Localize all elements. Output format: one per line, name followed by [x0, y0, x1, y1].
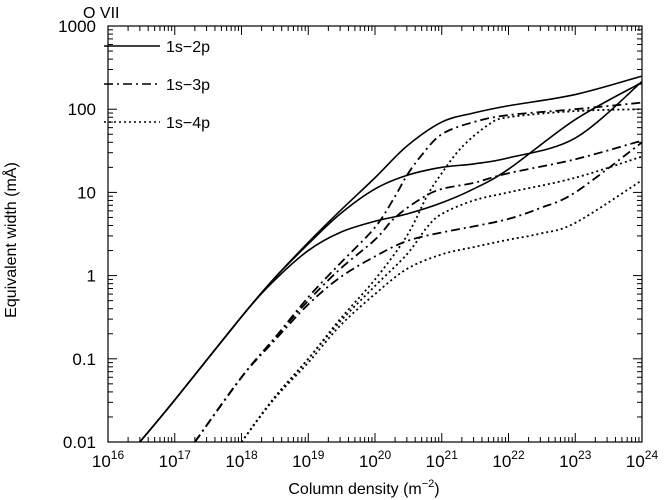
legend-label: 1s−3p: [166, 77, 210, 94]
panel-title: O VII: [83, 5, 119, 22]
curve-1s-3p-4: [194, 101, 643, 443]
legend-label: 1s−2p: [166, 39, 210, 56]
y-tick-label: 1: [87, 267, 96, 286]
x-tick-label: 1023: [559, 448, 592, 471]
y-tick-label: 10: [77, 183, 96, 202]
y-tick-label: 0.1: [72, 350, 96, 369]
x-tick-exponent: 17: [178, 448, 192, 462]
x-tick-label: 1019: [292, 448, 325, 471]
x-tick-exponent: 16: [111, 448, 125, 462]
x-tick-label: 1024: [626, 448, 659, 471]
x-tick-exponent: 18: [244, 448, 258, 462]
curve-1s-4p-9: [240, 179, 643, 443]
x-tick-base: 10: [359, 452, 378, 471]
x-tick-base: 10: [492, 452, 511, 471]
curves: [139, 75, 643, 443]
x-tick-base: 10: [92, 452, 111, 471]
axis-ticks: [107, 25, 643, 443]
curve-1s-2p-3: [139, 81, 643, 443]
x-tick-base: 10: [292, 452, 311, 471]
x-axis-title-close: ): [434, 481, 439, 498]
x-tick-label: 1018: [225, 448, 258, 471]
curve-1s-3p-6: [194, 141, 643, 443]
x-tick-exponent: 20: [378, 448, 392, 462]
x-tick-exponent: 21: [445, 448, 459, 462]
x-tick-base: 10: [559, 452, 578, 471]
x-tick-label: 1017: [159, 448, 192, 471]
legend-label: 1s−4p: [166, 115, 210, 132]
y-tick-label: 100: [68, 100, 96, 119]
x-axis-title: Column density (m−2): [288, 478, 439, 498]
x-tick-exponent: 24: [645, 448, 659, 462]
x-axis-title-text: Column density (m: [288, 481, 421, 498]
curve-1s-2p-2: [139, 80, 643, 443]
legend: 1s−2p 1s−3p 1s−4p: [104, 39, 210, 132]
y-axis-title: Equivalent width (mÅ): [1, 162, 20, 318]
x-tick-base: 10: [626, 452, 645, 471]
x-tick-exponent: 19: [311, 448, 325, 462]
x-tick-label: 1016: [92, 448, 125, 471]
x-tick-base: 10: [159, 452, 178, 471]
x-tick-label: 1021: [426, 448, 459, 471]
x-tick-exponent: 23: [578, 448, 592, 462]
tick-labels: 1016 1017 1018 1019 1020 1021 1022 1023 10240.01…: [58, 17, 658, 471]
curve-1s-4p-7: [240, 108, 643, 443]
x-tick-label: 1022: [492, 448, 525, 471]
curve-1s-4p-8: [240, 155, 643, 443]
x-tick-base: 10: [426, 452, 445, 471]
x-tick-exponent: 22: [511, 448, 525, 462]
x-tick-label: 1020: [359, 448, 392, 471]
y-tick-label: 1000: [58, 17, 96, 36]
x-axis-title-exponent: −2: [422, 478, 435, 490]
y-tick-label: 0.01: [63, 433, 96, 452]
x-tick-base: 10: [225, 452, 244, 471]
